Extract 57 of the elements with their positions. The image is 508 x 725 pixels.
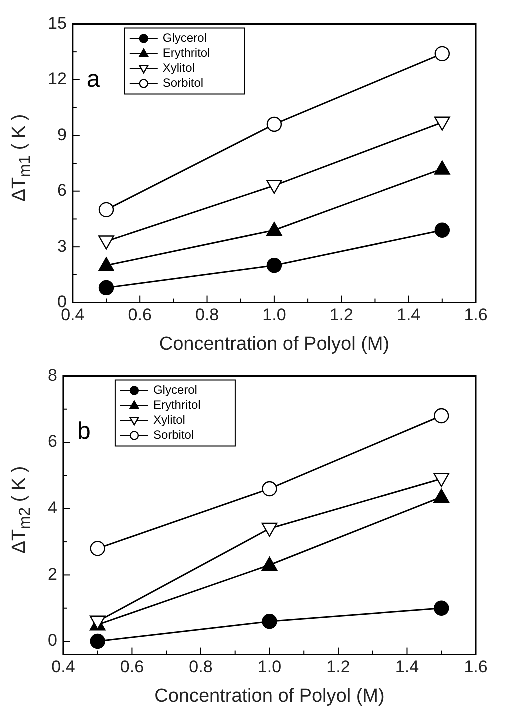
annotation: a bbox=[86, 66, 101, 93]
annotation: b bbox=[77, 418, 91, 445]
x-tick-label: 1.6 bbox=[464, 658, 488, 677]
y-tick-label: 8 bbox=[48, 366, 58, 385]
point bbox=[98, 257, 114, 272]
legend-label: Erythritol bbox=[162, 46, 210, 60]
point bbox=[434, 46, 450, 62]
point bbox=[262, 614, 278, 630]
point bbox=[262, 481, 278, 497]
point bbox=[90, 541, 106, 556]
x-tick-label: 1.6 bbox=[464, 306, 488, 325]
y-tick-label: 9 bbox=[57, 125, 67, 144]
legend-label: Sorbitol bbox=[162, 76, 204, 90]
y-tick-label: 3 bbox=[57, 236, 67, 256]
legend-label: Xylitol bbox=[162, 61, 195, 76]
x-tick-label: 1.4 bbox=[397, 306, 421, 325]
legend-label: Sorbitol bbox=[153, 428, 194, 442]
x-tick-label: 1.0 bbox=[258, 658, 282, 677]
legend-label: Xylitol bbox=[153, 413, 186, 428]
y-tick-label: 0 bbox=[48, 631, 58, 650]
point bbox=[266, 258, 282, 274]
x-axis-title: Concentration of Polyol (M) bbox=[154, 686, 385, 707]
x-tick-label: 0.8 bbox=[195, 306, 220, 325]
y-tick-label: 4 bbox=[48, 498, 58, 518]
point bbox=[262, 522, 278, 538]
point bbox=[434, 116, 450, 131]
x-tick-label: 1.4 bbox=[395, 658, 420, 677]
legend-label: Glycerol bbox=[153, 383, 198, 398]
x-tick-label: 1.2 bbox=[330, 306, 354, 325]
y-tick-label: 12 bbox=[48, 70, 67, 89]
point bbox=[90, 634, 106, 650]
point bbox=[98, 202, 114, 218]
point bbox=[434, 488, 450, 504]
x-tick-label: 0.4 bbox=[52, 658, 76, 677]
point bbox=[434, 408, 450, 424]
y-tick-label: 15 bbox=[48, 14, 67, 33]
x-axis-title: Concentration of Polyol (M) bbox=[159, 334, 390, 355]
point bbox=[434, 473, 450, 488]
x-tick-label: 1.0 bbox=[262, 306, 286, 325]
point bbox=[98, 280, 114, 296]
y-tick-label: 6 bbox=[48, 432, 58, 452]
y-tick-label: 6 bbox=[57, 181, 67, 200]
x-tick-label: 0.6 bbox=[128, 306, 152, 325]
point bbox=[266, 222, 282, 236]
legend-label: Erythritol bbox=[153, 398, 201, 412]
x-tick-label: 1.2 bbox=[326, 658, 350, 677]
point bbox=[262, 556, 278, 572]
x-tick-label: 0.8 bbox=[189, 658, 213, 677]
y-tick-label: 2 bbox=[48, 564, 58, 584]
point bbox=[434, 160, 450, 175]
x-tick-label: 0.6 bbox=[120, 658, 144, 677]
point bbox=[98, 236, 114, 250]
point bbox=[434, 600, 450, 616]
point bbox=[266, 116, 282, 132]
point bbox=[266, 180, 282, 194]
point bbox=[434, 222, 450, 238]
legend-label: Glycerol bbox=[162, 31, 207, 46]
